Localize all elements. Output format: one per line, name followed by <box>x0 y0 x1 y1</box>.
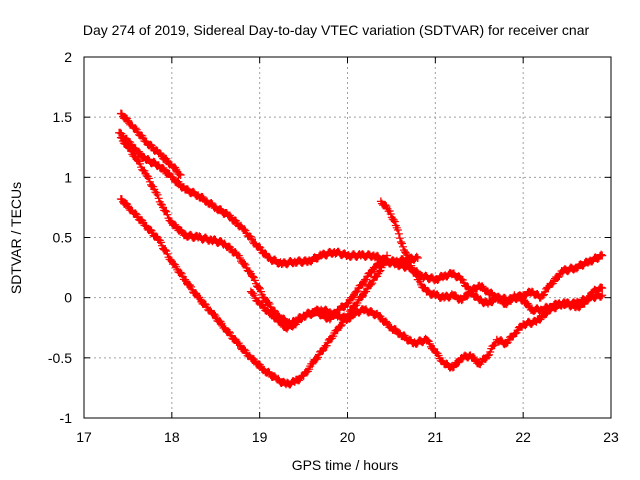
data-point <box>404 257 413 266</box>
marker-trace <box>248 289 606 372</box>
series-arc-5 <box>246 287 607 372</box>
x-tick-label: 23 <box>603 429 619 445</box>
y-tick-label: 0.5 <box>53 230 73 246</box>
marker-trace <box>378 199 606 316</box>
x-tick-label: 18 <box>164 429 180 445</box>
y-tick-label: 1 <box>64 169 72 185</box>
x-axis-label: GPS time / hours <box>292 457 399 473</box>
y-tick-labels: -1 -0.5 0 0.5 1 1.5 2 <box>48 49 72 426</box>
data-point <box>397 239 406 248</box>
marker-trace <box>116 128 606 308</box>
series-arc-3 <box>116 133 422 329</box>
marker-trace <box>117 109 184 179</box>
series-arc-6 <box>376 197 607 316</box>
chart-title: Day 274 of 2019, Sidereal Day-to-day VTE… <box>83 22 590 38</box>
x-tick-label: 21 <box>428 429 444 445</box>
x-tick-label: 20 <box>340 429 356 445</box>
data-series <box>115 109 607 389</box>
plot-frame <box>83 56 612 419</box>
marker-trace <box>117 195 390 389</box>
series-arc-2 <box>115 128 607 308</box>
series-arc-1 <box>116 109 185 179</box>
data-point <box>383 251 392 260</box>
x-tick-labels: 17 18 19 20 21 22 23 <box>76 429 619 445</box>
y-tick-label: 1.5 <box>53 109 73 125</box>
y-tick-label: -0.5 <box>48 350 72 366</box>
y-tick-label: 0 <box>64 290 72 306</box>
y-tick-label: -1 <box>60 410 73 426</box>
y-axis-label: SDTVAR / TECUs <box>8 182 24 294</box>
marker-trace <box>117 134 421 328</box>
series-arc-4 <box>116 194 392 389</box>
grid-lines <box>84 57 611 418</box>
y-tick-label: 2 <box>64 49 72 65</box>
x-tick-label: 22 <box>515 429 531 445</box>
x-tick-label: 19 <box>252 429 268 445</box>
x-tick-label: 17 <box>76 429 92 445</box>
